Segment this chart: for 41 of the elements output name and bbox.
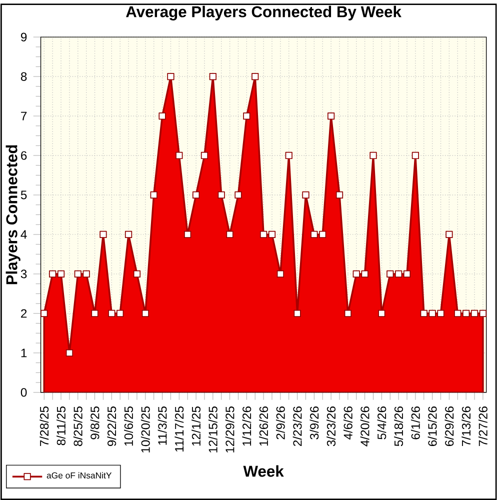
y-tick-label: 9 — [21, 32, 27, 42]
x-tick-label: 4/20/26 — [360, 406, 370, 446]
y-axis-title: Players Connected — [6, 145, 20, 284]
x-tick-label: 8/25/25 — [74, 406, 82, 446]
y-tick-label: 8 — [21, 72, 27, 81]
x-tick-label: 7/28/25 — [40, 406, 49, 446]
x-tick-label: 1/12/26 — [242, 406, 252, 446]
y-tick-label: 5 — [21, 190, 27, 200]
y-tick-label: 0 — [20, 388, 27, 397]
x-axis-title: Week — [243, 465, 284, 477]
x-tick-label: 6/29/26 — [444, 406, 454, 446]
x-tick-label: 9/8/25 — [90, 406, 100, 440]
x-tick-label: 2/23/26 — [292, 406, 302, 446]
legend-label: aGe oF iNsaNitY — [46, 472, 112, 479]
x-tick-label: 10/6/25 — [124, 406, 134, 446]
x-tick-label: 11/17/25 — [174, 406, 184, 452]
y-tick-label: 1 — [21, 348, 27, 358]
x-tick-label: 10/20/25 — [141, 406, 150, 452]
x-tick-label: 11/3/25 — [158, 406, 167, 445]
x-tick-label: 7/27/26 — [478, 406, 488, 446]
x-tick-label: 5/4/26 — [377, 406, 386, 440]
x-tick-label: 12/15/25 — [208, 406, 218, 452]
x-tick-label: 8/11/25 — [56, 406, 66, 446]
y-tick-label: 2 — [21, 309, 27, 318]
x-tick-label: 6/15/26 — [428, 406, 437, 446]
x-tick-label: 6/1/26 — [411, 406, 420, 440]
x-tick-label: 3/23/26 — [326, 406, 336, 446]
x-tick-label: 12/1/25 — [192, 406, 201, 446]
x-tick-label: 5/18/26 — [394, 406, 404, 446]
x-tick-label: 2/9/26 — [276, 406, 285, 440]
x-tick-label: 12/29/25 — [225, 406, 234, 452]
y-tick-label: 6 — [21, 151, 27, 160]
y-tick-label: 7 — [21, 112, 27, 120]
x-tick-label: 4/6/26 — [344, 406, 352, 440]
x-tick-label: 1/26/26 — [259, 406, 268, 446]
y-tick-label: 4 — [20, 230, 27, 239]
x-tick-label: 7/13/26 — [462, 406, 471, 446]
x-tick-label: 3/9/26 — [310, 406, 319, 440]
chart-title: Average Players Connected By Week — [126, 6, 402, 20]
y-tick-label: 3 — [20, 270, 27, 278]
x-tick-label: 9/22/25 — [107, 406, 116, 446]
